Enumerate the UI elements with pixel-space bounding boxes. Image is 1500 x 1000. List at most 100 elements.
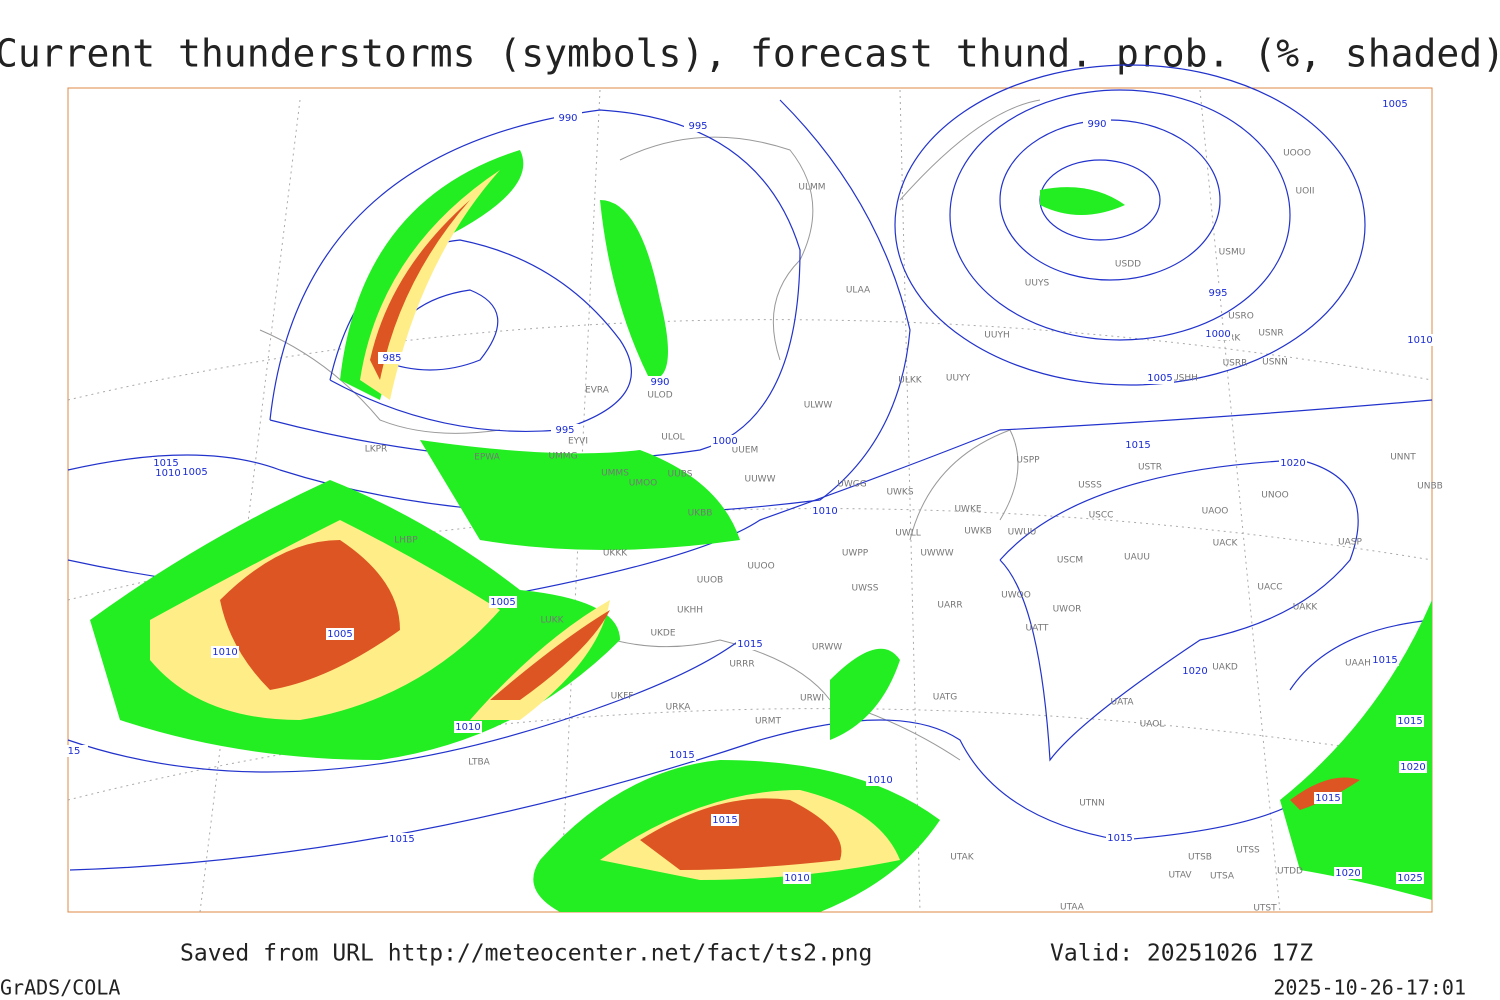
isobar-label-bg — [684, 120, 712, 132]
isobar-label-bg — [152, 457, 180, 469]
station-label: EPWA — [474, 453, 501, 463]
isobar-label: 995 — [555, 425, 574, 436]
isobar-label-bg — [866, 774, 894, 786]
isobar-label-bg — [1124, 439, 1152, 451]
station-label: ULKK — [898, 376, 923, 386]
isobar-label: 985 — [382, 353, 401, 364]
isobar-label: 1000 — [712, 436, 737, 447]
station-label: UTDD — [1277, 867, 1303, 877]
isobar-label-bg — [551, 424, 579, 436]
station-label: UTSA — [1210, 872, 1235, 882]
station-label: UTSS — [1236, 846, 1260, 856]
station-label: UWOO — [1001, 591, 1031, 601]
isobar-label-bg — [783, 872, 811, 884]
station-label: UWOR — [1053, 605, 1082, 615]
isobar-label: 1015 — [153, 458, 178, 469]
station-label: UAOO — [1202, 507, 1229, 517]
station-label: UAUU — [1124, 553, 1150, 563]
station-label: UACK — [1213, 539, 1239, 549]
station-label: UWPP — [842, 549, 869, 559]
station-label: UTNN — [1079, 799, 1105, 809]
isobar-label-bg — [1381, 98, 1409, 110]
station-label: USTR — [1138, 463, 1162, 473]
station-label: UWWW — [920, 549, 953, 559]
station-label: USRO — [1228, 312, 1254, 322]
isobar-label: 995 — [688, 121, 707, 132]
isobar-label-bg — [1146, 372, 1174, 384]
station-label: UAOL — [1140, 720, 1165, 730]
isobar-label: 1010 — [812, 506, 837, 517]
station-label: UNNT — [1390, 453, 1416, 463]
isobar-label: 1020 — [1280, 458, 1305, 469]
isobar-label-bg — [60, 745, 88, 757]
station-label: USHH — [1172, 374, 1198, 384]
isobar-label: 1010 — [1407, 335, 1432, 346]
isobar-label: 990 — [1087, 119, 1106, 130]
station-label: USMU — [1219, 248, 1246, 258]
isobar-label: 1010 — [455, 722, 480, 733]
isobar-label: 1005 — [1382, 99, 1407, 110]
station-label: UUOB — [697, 576, 723, 586]
isobar-label-bg — [646, 376, 674, 388]
station-label: ULWW — [804, 401, 833, 411]
station-label: UMMS — [601, 469, 629, 479]
isobar-label: 990 — [650, 377, 669, 388]
station-label: ULOD — [647, 391, 672, 401]
station-label: UUEM — [732, 446, 759, 456]
isobar-label-bg — [1334, 867, 1362, 879]
station-label: USCC — [1089, 511, 1114, 521]
isobar-label: 1020 — [1400, 762, 1425, 773]
station-label: UKFF — [611, 692, 634, 702]
station-label: UASP — [1338, 538, 1362, 548]
isobar-label-bg — [1396, 872, 1424, 884]
station-label: UTAA — [1060, 903, 1085, 913]
isobar-label-bg — [554, 112, 582, 124]
station-label: UKDE — [650, 629, 675, 639]
isobar-label-bg — [1204, 287, 1232, 299]
isobar-label-bg — [711, 435, 739, 447]
isobar-label-bg — [1396, 715, 1424, 727]
station-label: ULMM — [798, 183, 825, 193]
station-label: UTAV — [1168, 871, 1192, 881]
isobar-label: 990 — [558, 113, 577, 124]
station-label: UARR — [937, 601, 962, 611]
station-label: UATT — [1026, 624, 1049, 634]
coastlines — [259, 99, 1041, 761]
station-label: EVRA — [585, 386, 610, 396]
station-label: UWKE — [954, 505, 981, 515]
isobar-label: 1025 — [1397, 873, 1422, 884]
station-label: UUWW — [745, 475, 776, 485]
station-label: UWSS — [852, 584, 879, 594]
isobar-label: 1015 — [1125, 440, 1150, 451]
isobar-label-bg — [1204, 328, 1232, 340]
isobar-label: 1005 — [182, 467, 207, 478]
isobar-label: 1010 — [212, 647, 237, 658]
isobar-label: 15 — [68, 746, 81, 757]
station-labels: ULMM ULAA UUYH UUYY ULKK ULWW UUYS USDD USMU UOII… — [365, 149, 1443, 914]
isobar-label: 1005 — [1147, 373, 1172, 384]
isobar-label: 1010 — [784, 873, 809, 884]
station-label: UATA — [1110, 698, 1134, 708]
map-title: Current thunderstorms (symbols), forecas… — [0, 32, 1500, 76]
station-label: USDD — [1115, 260, 1141, 270]
map-area: ULMM ULAA UUYH UUYY ULKK ULWW UUYS USDD USMU UOII… — [60, 64, 1443, 914]
isobar-label: 1015 — [389, 834, 414, 845]
isobar-label-bg — [1406, 334, 1434, 346]
isobar-label-bg — [454, 721, 482, 733]
isobar-label: 1015 — [669, 750, 694, 761]
isobar-label-bg — [1371, 654, 1399, 666]
isobar-label-bg — [388, 833, 416, 845]
station-label: URRR — [729, 660, 754, 670]
isobar-label-bg — [1106, 832, 1134, 844]
isobar-label: 1020 — [1335, 868, 1360, 879]
isobar-label: 1020 — [1182, 666, 1207, 677]
station-label: LHBP — [394, 536, 418, 546]
station-label: UAKD — [1212, 663, 1238, 673]
station-label: USRR — [1223, 359, 1248, 369]
valid-time: Valid: 20251026 17Z — [1050, 941, 1313, 967]
station-label: UAKK — [1293, 603, 1319, 613]
station-label: UTST — [1253, 904, 1277, 914]
station-label: UAAH — [1345, 659, 1371, 669]
isobar-label: 1005 — [327, 629, 352, 640]
station-label: UTSB — [1188, 853, 1212, 863]
